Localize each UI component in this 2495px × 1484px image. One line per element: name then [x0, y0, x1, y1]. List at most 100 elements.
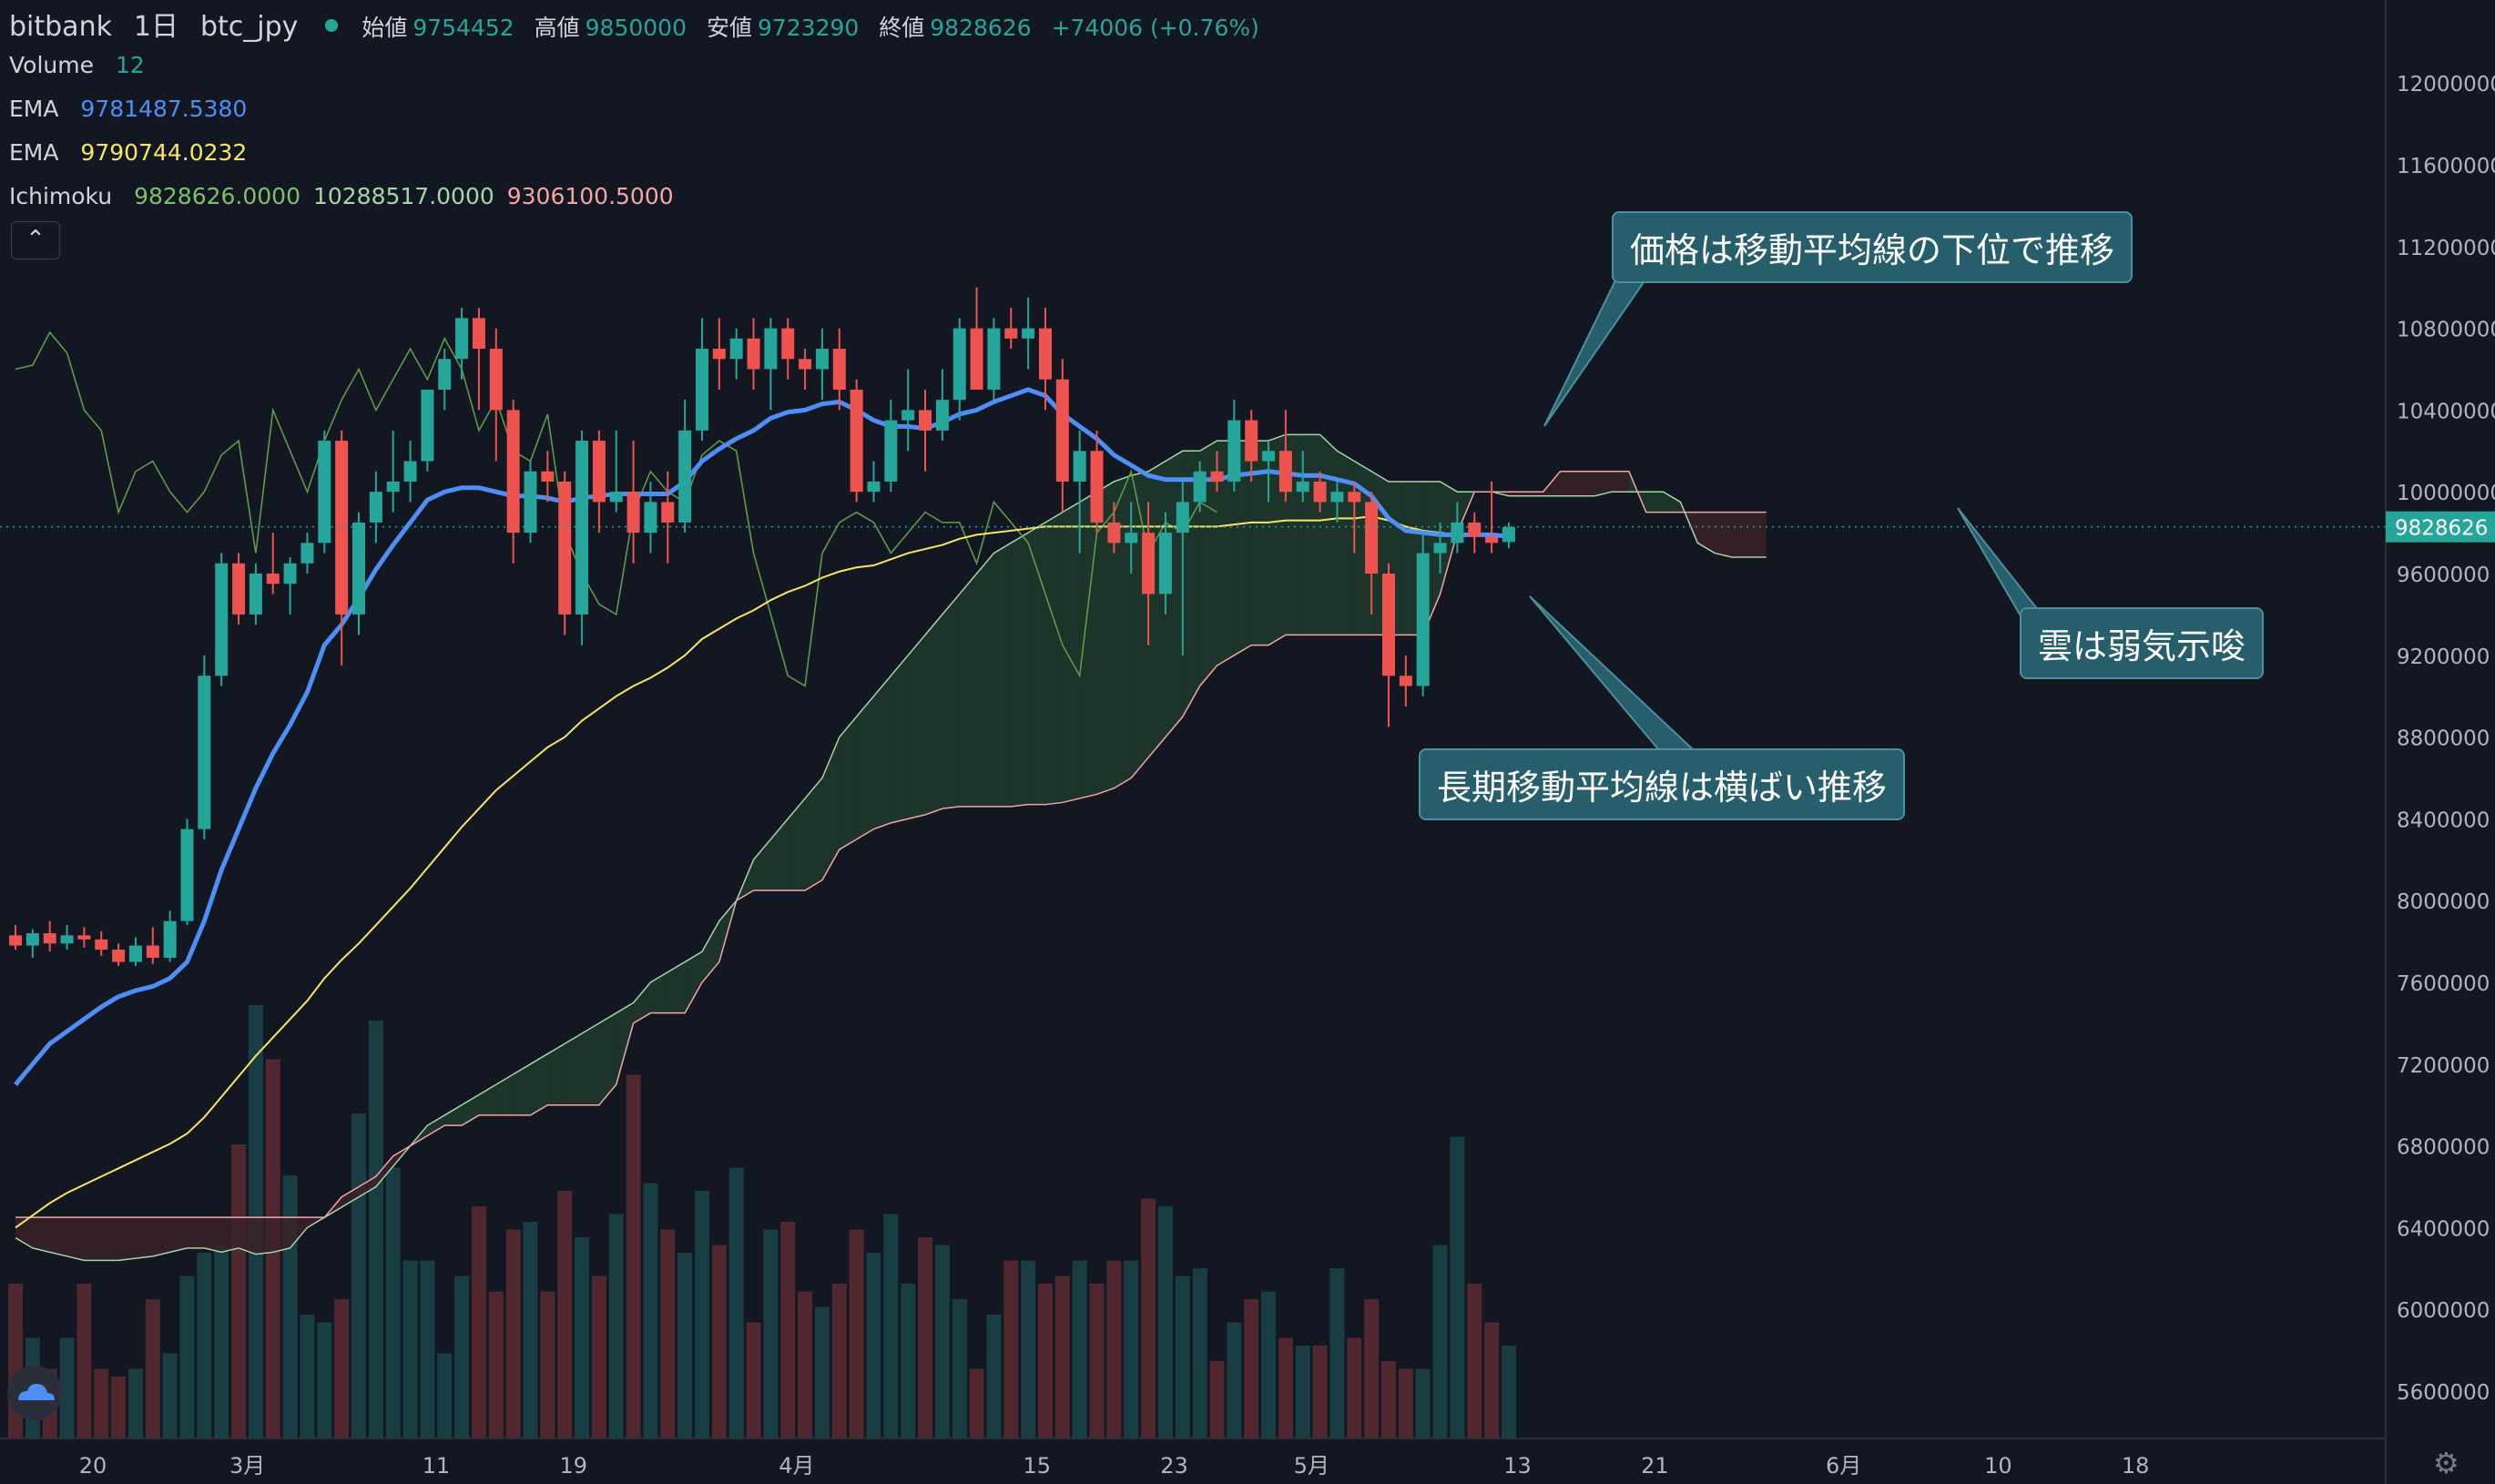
- price-tick-label: 6800000: [2397, 1136, 2490, 1160]
- candle-body: [970, 328, 983, 390]
- candle-body: [1245, 420, 1258, 462]
- candle-body: [1090, 451, 1104, 523]
- candle-body: [1210, 471, 1224, 482]
- volume-bar: [677, 1253, 693, 1438]
- exchange-name: bitbank: [9, 11, 112, 43]
- candle-body: [696, 349, 708, 431]
- logo-icon[interactable]: [7, 1366, 62, 1420]
- volume-bar: [952, 1299, 967, 1438]
- price-tick-label: 10000000: [2397, 482, 2495, 505]
- cloud-segment: [1062, 502, 1080, 803]
- date-tick-label: 6月: [1826, 1453, 1861, 1479]
- candle-body: [1399, 676, 1412, 686]
- candle-body: [815, 349, 829, 370]
- volume-bar: [111, 1377, 127, 1438]
- volume-bar: [420, 1260, 435, 1438]
- price-tick-label: 10800000: [2397, 319, 2495, 342]
- candle-body: [489, 349, 503, 411]
- cloud-segment: [976, 553, 994, 807]
- high-label: 高値: [534, 15, 580, 41]
- collapse-legend-button[interactable]: ⌃: [11, 221, 60, 259]
- candle-body: [1313, 481, 1327, 503]
- gear-icon[interactable]: ⚙: [2433, 1446, 2459, 1480]
- span-b-line: [15, 471, 1767, 1218]
- price-tick-label: 10400000: [2397, 400, 2495, 423]
- volume-bar: [1244, 1299, 1259, 1438]
- price-tick-label: 12000000: [2397, 73, 2495, 97]
- candle-body: [232, 563, 246, 615]
- volume-bar: [437, 1353, 453, 1438]
- cloud-segment: [1508, 492, 1526, 496]
- price-tick-label: 8400000: [2397, 808, 2490, 832]
- volume-bar: [1038, 1284, 1053, 1438]
- ema-short-legend[interactable]: EMA 9781487.5380: [9, 96, 252, 122]
- cloud-segment: [873, 676, 891, 829]
- cloud-segment: [272, 1217, 290, 1253]
- volume-bar: [540, 1291, 555, 1438]
- price-tick-label: 5600000: [2397, 1381, 2490, 1405]
- candle-body: [764, 328, 778, 370]
- interval-label[interactable]: 1日: [133, 11, 179, 43]
- date-tick-label: 23: [1160, 1453, 1188, 1479]
- candle-body: [712, 349, 726, 360]
- cloud-segment: [1748, 512, 1767, 558]
- candle-body: [1107, 522, 1121, 544]
- cloud-segment: [1560, 471, 1578, 496]
- volume-bar: [918, 1237, 933, 1438]
- cloud-segment: [993, 543, 1012, 807]
- cloud-segment: [805, 778, 822, 890]
- volume-bar: [523, 1222, 538, 1438]
- ichimoku-legend[interactable]: Ichimoku 9828626.0000 10288517.0000 9306…: [9, 183, 679, 209]
- candle-body: [1330, 492, 1344, 503]
- symbol-name[interactable]: btc_jpy: [199, 11, 299, 43]
- cloud-segment: [135, 1217, 153, 1259]
- volume-bar: [763, 1229, 779, 1438]
- cloud-segment: [1440, 481, 1458, 595]
- candle-body: [249, 574, 262, 615]
- cloud-segment: [1697, 512, 1716, 554]
- cloud-segment: [959, 574, 977, 807]
- volume-bar: [454, 1276, 470, 1438]
- volume-bar: [1054, 1276, 1070, 1438]
- volume-bar: [695, 1191, 709, 1438]
- high-value: 9850000: [585, 15, 687, 41]
- open-label: 始値: [362, 15, 408, 41]
- volume-bar: [334, 1299, 350, 1438]
- volume-legend[interactable]: Volume 12: [9, 52, 150, 78]
- candle-body: [1365, 502, 1379, 574]
- ichimoku-label: Ichimoku: [9, 183, 113, 209]
- candle-body: [919, 410, 932, 431]
- cloud-segment: [1045, 512, 1063, 805]
- volume-bar: [179, 1276, 195, 1438]
- volume-bar: [1106, 1260, 1122, 1438]
- volume-bar: [385, 1167, 401, 1438]
- volume-bar: [1398, 1368, 1413, 1438]
- price-tick-label: 7600000: [2397, 972, 2490, 996]
- cloud-segment: [1114, 475, 1132, 788]
- cloud-segment: [187, 1217, 205, 1248]
- candle-body: [1022, 328, 1035, 339]
- price-tick-label: 8800000: [2397, 727, 2490, 751]
- ema-short-label: EMA: [9, 96, 59, 122]
- volume-bar: [214, 1245, 229, 1438]
- ema-long-legend[interactable]: EMA 9790744.0232: [9, 139, 252, 166]
- volume-bar: [1415, 1368, 1431, 1438]
- volume-bar: [162, 1353, 178, 1438]
- cloud-segment: [856, 696, 874, 839]
- volume-bar: [1192, 1268, 1207, 1438]
- candle-body: [1468, 522, 1482, 537]
- candle-body: [1502, 526, 1515, 543]
- candle-body: [1073, 451, 1086, 482]
- cloud-segment: [650, 971, 668, 1013]
- market-status-icon: [325, 19, 339, 32]
- volume-bar: [849, 1229, 864, 1438]
- cloud-segment: [1011, 533, 1029, 807]
- cloud-segment: [1645, 492, 1664, 513]
- close-label: 終値: [879, 15, 925, 41]
- symbol-legend: bitbank 1日 btc_jpy 始値 9754452 高値 9850000 安…: [9, 4, 1265, 44]
- candle-body: [626, 492, 640, 534]
- cloud-segment: [478, 1084, 496, 1115]
- cloud-segment: [1663, 492, 1681, 513]
- cloud-segment: [925, 614, 942, 815]
- ema-short-value: 9781487.5380: [80, 96, 248, 122]
